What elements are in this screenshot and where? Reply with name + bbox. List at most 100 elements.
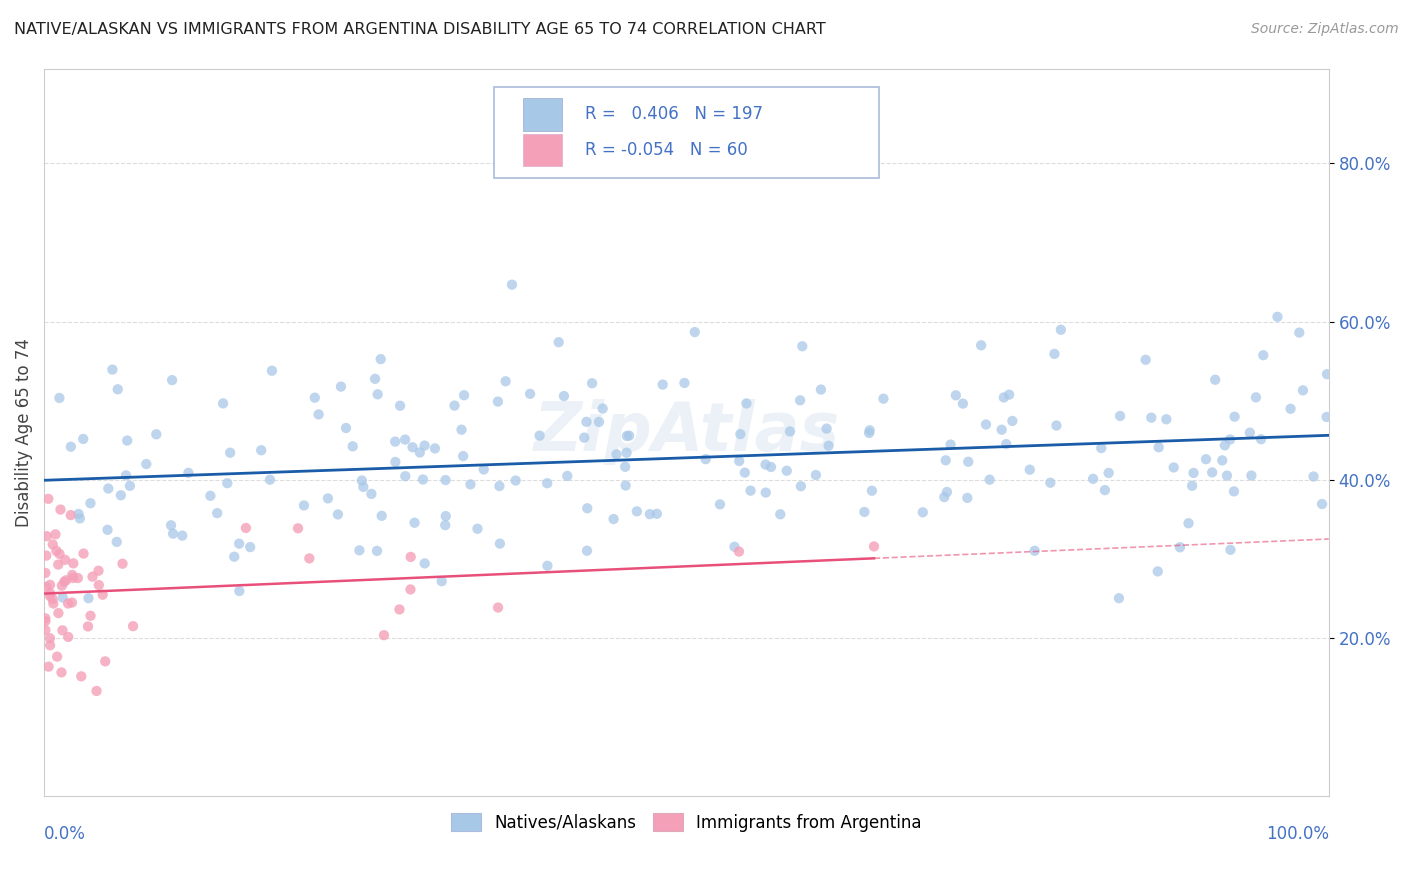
Point <box>1181 479 1204 493</box>
Point <box>1090 441 1112 455</box>
Point <box>77 619 100 633</box>
Point <box>394 433 416 447</box>
Point <box>472 462 495 476</box>
Point <box>683 325 706 339</box>
Point <box>1316 409 1339 424</box>
Point <box>536 558 558 573</box>
Point <box>728 544 751 558</box>
Point <box>1168 541 1191 555</box>
Point <box>576 543 599 558</box>
Point <box>993 391 1015 405</box>
Point <box>360 487 382 501</box>
Point <box>1050 323 1073 337</box>
Point <box>107 382 129 396</box>
Point <box>1081 472 1104 486</box>
Point <box>287 521 309 535</box>
Point <box>56 597 79 611</box>
Point <box>1288 326 1310 340</box>
Point <box>160 518 183 533</box>
Point <box>810 383 832 397</box>
Point <box>872 392 894 406</box>
Point <box>34 566 56 580</box>
Point <box>723 540 745 554</box>
Point <box>118 479 141 493</box>
Point <box>304 391 326 405</box>
Point <box>72 432 94 446</box>
Point <box>1163 460 1185 475</box>
Point <box>45 544 67 558</box>
Point <box>366 544 388 558</box>
Point <box>39 586 62 600</box>
Point <box>1219 542 1241 557</box>
Point <box>260 364 283 378</box>
Point <box>730 427 752 442</box>
Point <box>1146 565 1168 579</box>
Point <box>67 507 90 521</box>
Point <box>519 387 541 401</box>
Point <box>55 574 77 588</box>
Point <box>536 476 558 491</box>
Point <box>370 352 392 367</box>
Point <box>501 277 523 292</box>
Point <box>38 589 60 603</box>
Point <box>115 468 138 483</box>
Point <box>1195 452 1218 467</box>
Point <box>495 374 517 388</box>
Point <box>489 536 512 550</box>
Point <box>769 508 792 522</box>
Point <box>79 608 101 623</box>
Point <box>70 669 93 683</box>
Point <box>62 557 84 571</box>
Point <box>434 509 457 524</box>
Point <box>111 557 134 571</box>
Point <box>1292 384 1315 398</box>
Point <box>94 654 117 668</box>
Point <box>1039 475 1062 490</box>
Point <box>35 549 58 563</box>
Point <box>409 445 432 459</box>
Point <box>298 551 321 566</box>
Point <box>460 477 482 491</box>
Point <box>1223 409 1246 424</box>
Point <box>853 505 876 519</box>
Point <box>789 393 811 408</box>
Point <box>616 429 638 443</box>
Point <box>434 518 457 533</box>
Point <box>863 540 886 554</box>
Point <box>51 624 73 638</box>
Point <box>1109 409 1132 423</box>
Point <box>450 423 472 437</box>
Point <box>488 479 510 493</box>
Point <box>1201 466 1223 480</box>
Point <box>364 372 387 386</box>
Point <box>815 421 838 435</box>
Point <box>53 553 76 567</box>
Point <box>1211 453 1233 467</box>
Point <box>39 632 62 646</box>
Point <box>82 569 104 583</box>
Point <box>316 491 339 506</box>
Point <box>1001 414 1024 428</box>
Point <box>330 379 353 393</box>
Point <box>69 511 91 525</box>
Point <box>388 602 411 616</box>
Point <box>212 396 235 410</box>
Point <box>576 501 599 516</box>
Point <box>430 574 453 589</box>
Point <box>486 600 509 615</box>
Point <box>389 399 412 413</box>
Point <box>60 595 83 609</box>
Point <box>970 338 993 352</box>
Point <box>1045 418 1067 433</box>
Point <box>62 571 84 585</box>
Point <box>51 579 73 593</box>
Text: ZipAtlas: ZipAtlas <box>533 400 839 466</box>
Point <box>228 536 250 550</box>
Point <box>935 453 957 467</box>
Point <box>34 614 56 628</box>
Point <box>42 537 65 551</box>
Point <box>48 606 70 620</box>
Point <box>224 549 246 564</box>
Point <box>219 446 242 460</box>
Point <box>1094 483 1116 497</box>
